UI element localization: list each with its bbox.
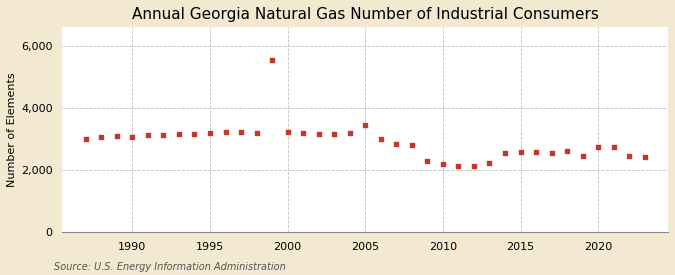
Point [546,151,557,155]
Y-axis label: Number of Elements: Number of Elements [7,72,17,187]
Point [422,159,433,164]
Point [562,149,572,153]
Point [267,57,277,62]
Point [344,130,355,135]
Point [158,133,169,137]
Point [375,137,386,141]
Point [624,154,634,158]
Point [298,130,308,135]
Point [142,133,153,137]
Point [127,135,138,139]
Point [468,164,479,168]
Point [189,132,200,136]
Point [608,145,619,149]
Title: Annual Georgia Natural Gas Number of Industrial Consumers: Annual Georgia Natural Gas Number of Ind… [132,7,599,22]
Point [593,144,603,149]
Point [220,130,231,134]
Point [453,164,464,168]
Point [111,134,122,138]
Point [639,154,650,159]
Point [406,143,417,148]
Point [515,150,526,154]
Point [329,132,340,136]
Point [313,131,324,136]
Point [500,151,510,155]
Point [205,130,215,135]
Point [484,161,495,165]
Point [282,130,293,134]
Point [391,142,402,147]
Point [531,150,541,154]
Point [236,130,246,134]
Point [80,137,91,142]
Point [173,132,184,136]
Point [96,135,107,139]
Point [251,131,262,136]
Point [577,154,588,158]
Point [360,123,371,127]
Text: Source: U.S. Energy Information Administration: Source: U.S. Energy Information Administ… [54,262,286,272]
Point [437,162,448,166]
